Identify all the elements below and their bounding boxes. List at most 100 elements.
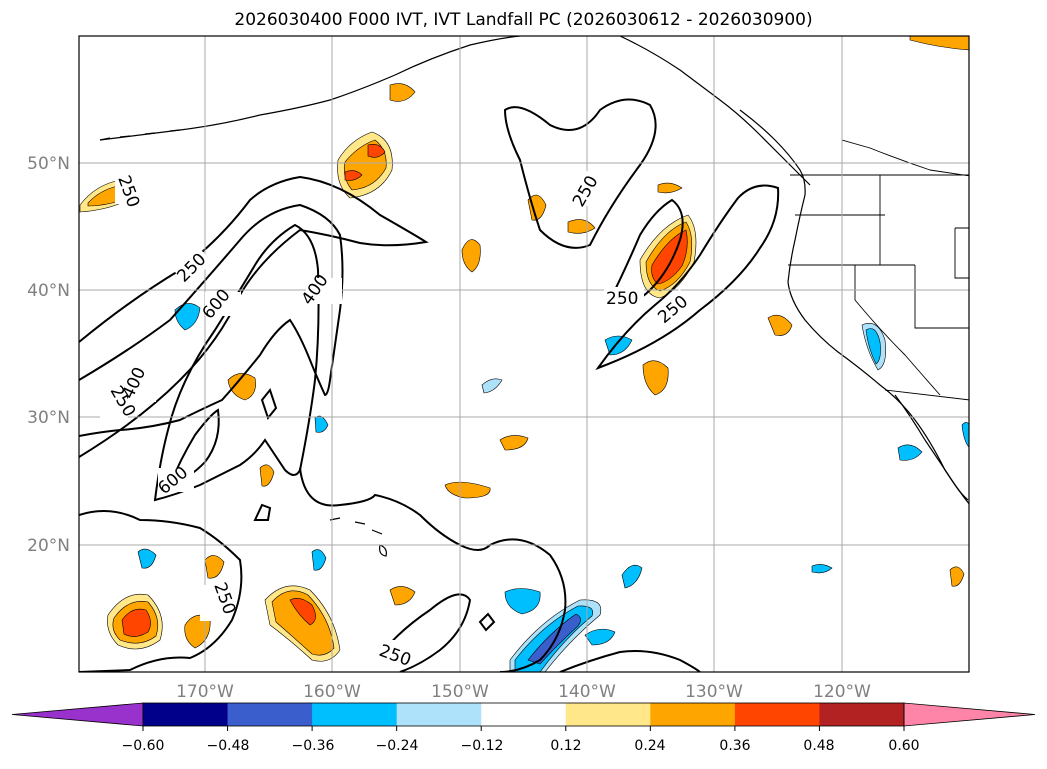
colorbar-tick-label: −0.36 [292,738,335,754]
colorbar-tick-label: 0.60 [888,738,919,754]
negative-anomaly [584,628,616,646]
colorbar-boxes [11,702,1036,731]
positive-anomaly [909,36,969,51]
gridlines [79,36,969,672]
hawaii-island [329,517,387,557]
nevada-border [914,265,969,329]
ivt-contour-400 [79,203,344,437]
negative-anomaly [621,564,643,589]
colorbar-box [481,703,567,726]
lon-label: 170°W [176,682,234,702]
lat-label: 20°N [27,536,70,556]
ivt-contour-small [253,387,496,632]
negative-anomaly [481,378,503,394]
colorbar: −0.60 −0.48 −0.36 −0.24 −0.12 0.12 0.24 … [11,702,1036,754]
ivt-contour-250-se [559,650,701,672]
negative-anomaly [137,548,157,569]
negative-anomaly [897,444,923,461]
alaska-border [841,36,969,177]
positive-anomaly [461,239,481,273]
positive-anomaly [499,435,529,451]
colorbar-box [312,703,398,726]
baja-coast [894,394,969,501]
positive-anomaly [767,314,793,336]
utah-border [954,227,969,279]
positive-anomaly [344,170,363,181]
negative-anomaly [961,422,969,448]
colorbar-tick-label: −0.60 [122,738,165,754]
positive-anomaly [444,481,491,499]
lat-label: 40°N [27,281,70,301]
negative-anomaly [311,549,327,571]
map-title: 2026030400 F000 IVT, IVT Landfall PC (20… [234,10,813,30]
colorbar-tick-label: 0.24 [634,738,665,754]
positive-anomaly [389,586,416,606]
ivt-contour-600-inner [169,408,220,486]
lat-label: 30°N [27,408,70,428]
ca-nv-diagonal [854,265,941,396]
colorbar-box [565,703,651,726]
coastlines [99,36,969,557]
negative-anomaly [504,588,541,615]
us-west-coast [787,194,969,505]
lon-label: 150°W [431,682,489,702]
colorbar-extend-max [903,702,1036,727]
colorbar-tick-label: 0.12 [550,738,581,754]
colorbar-box [227,703,313,726]
colorbar-box [396,703,482,726]
negative-anomaly [174,303,201,331]
positive-anomaly [389,83,416,102]
bc-coast [739,109,806,196]
lon-label: 120°W [813,682,871,702]
aleutian-islands [99,129,181,141]
map-frame [78,35,970,673]
lat-label: 50°N [27,154,70,174]
ivt-contour-250-south2 [299,467,567,672]
colorbar-box [734,703,820,726]
lon-label: 140°W [558,682,616,702]
ivt-contours [79,98,780,672]
lon-label: 130°W [685,682,743,702]
ivt-contour-250-north [503,98,657,249]
positive-anomaly [949,566,965,587]
colorbar-box [650,703,736,726]
positive-anomaly [227,373,256,401]
lon-label: 160°W [303,682,361,702]
colorbar-border [142,702,905,727]
negative-anomaly [865,328,881,365]
colorbar-tick-label: −0.48 [207,738,250,754]
ivt-contour-250-inner [608,198,684,305]
positive-anomaly [367,144,386,158]
colorbar-tick-label: −0.12 [461,738,504,754]
lon-axis-labels: 170°W 160°W 150°W 140°W 130°W 120°W [176,682,871,702]
negative-anomaly [527,613,581,665]
positive-anomaly [204,555,225,579]
political-borders [788,36,969,401]
positive-anomaly [527,194,547,221]
colorbar-box [143,703,229,726]
ivt-contour-250-ne [595,184,780,371]
mexico-border [884,389,969,401]
positive-anomaly [657,182,683,194]
ivt-contour-250 [79,175,429,458]
positive-anomaly [289,598,316,626]
contour-label: 250 [606,289,638,309]
positive-anomaly [259,464,275,487]
colorbar-box [819,703,905,726]
colorbar-tick-label: 0.48 [803,738,834,754]
positive-anomaly [642,360,669,396]
colorbar-ticks: −0.60 −0.48 −0.36 −0.24 −0.12 0.12 0.24 … [122,738,920,754]
negative-anomaly [811,564,833,574]
positive-anomaly [184,614,211,649]
ivt-contour-600 [153,223,320,502]
colorbar-extend-min [11,702,144,727]
colorbar-tick-label: −0.24 [376,738,419,754]
alaska-coast [619,36,811,186]
positive-anomaly [567,219,596,234]
lat-axis-labels: 20°N 30°N 40°N 50°N [27,154,70,556]
positive-anomaly [271,590,335,656]
ivt-contour-250-south [79,510,243,672]
negative-anomaly [314,415,329,433]
